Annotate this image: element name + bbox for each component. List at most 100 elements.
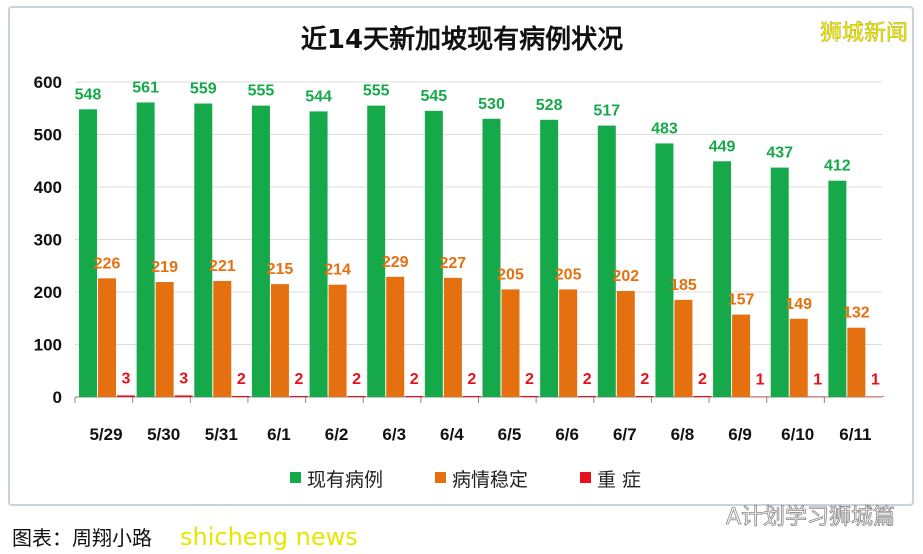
data-label: 149 bbox=[785, 296, 812, 313]
bar bbox=[559, 289, 578, 397]
data-label: 2 bbox=[237, 371, 246, 388]
legend-label: 重 症 bbox=[597, 469, 641, 491]
data-label: 132 bbox=[843, 305, 870, 322]
bar bbox=[405, 395, 424, 397]
data-label: 2 bbox=[583, 371, 592, 388]
bar bbox=[424, 110, 443, 397]
bar bbox=[540, 119, 559, 398]
data-label: 437 bbox=[766, 145, 793, 162]
data-label: 449 bbox=[709, 138, 736, 155]
bar bbox=[213, 280, 232, 397]
x-tick-label: 5/31 bbox=[205, 425, 238, 444]
data-label: 548 bbox=[75, 86, 102, 103]
data-label: 555 bbox=[248, 83, 275, 100]
bar bbox=[501, 289, 520, 397]
bar bbox=[174, 395, 193, 397]
bar bbox=[578, 395, 597, 397]
data-label: 555 bbox=[363, 83, 390, 100]
chart-title: 近14天新加坡现有病例状况 bbox=[301, 24, 623, 55]
bar bbox=[232, 395, 251, 397]
bar bbox=[347, 395, 366, 397]
bar bbox=[635, 395, 654, 397]
bar bbox=[789, 318, 808, 397]
data-label: 227 bbox=[440, 255, 467, 272]
legend-swatch bbox=[290, 472, 301, 483]
data-label: 2 bbox=[410, 371, 419, 388]
bar bbox=[828, 180, 847, 397]
bar bbox=[597, 125, 616, 397]
data-label: 2 bbox=[698, 371, 707, 388]
x-tick-label: 6/11 bbox=[839, 425, 871, 444]
bar bbox=[309, 111, 328, 398]
data-label: 561 bbox=[132, 79, 159, 96]
bar bbox=[270, 284, 289, 397]
data-label: 2 bbox=[294, 371, 303, 388]
y-tick-label: 400 bbox=[34, 178, 62, 197]
data-label: 1 bbox=[871, 371, 880, 388]
data-label: 226 bbox=[94, 255, 121, 272]
data-label: 1 bbox=[813, 371, 822, 388]
data-label: 559 bbox=[190, 81, 217, 98]
data-label: 229 bbox=[382, 254, 409, 271]
x-tick-label: 6/2 bbox=[325, 425, 349, 444]
data-label: 219 bbox=[151, 259, 178, 276]
x-tick-label: 6/4 bbox=[440, 425, 464, 444]
legend-swatch bbox=[580, 472, 591, 483]
data-label: 530 bbox=[478, 96, 505, 113]
bar bbox=[251, 105, 270, 397]
bar bbox=[194, 103, 213, 398]
y-tick-label: 100 bbox=[34, 336, 62, 355]
bar bbox=[770, 167, 789, 397]
legend-swatch bbox=[435, 472, 446, 483]
y-tick-label: 200 bbox=[34, 283, 62, 302]
data-label: 544 bbox=[305, 88, 332, 105]
bar bbox=[386, 276, 405, 397]
data-label: 2 bbox=[640, 371, 649, 388]
data-label: 412 bbox=[824, 158, 851, 175]
bar bbox=[520, 395, 539, 397]
watermark-bottom: shicheng news bbox=[180, 523, 358, 551]
watermark-top: 狮城新闻 bbox=[820, 21, 908, 46]
bar bbox=[482, 118, 501, 397]
chart-frame bbox=[8, 6, 914, 506]
source-text: 图表：周翔小路 bbox=[12, 526, 152, 550]
data-label: 214 bbox=[324, 262, 351, 279]
bar bbox=[674, 299, 693, 397]
bar bbox=[462, 395, 481, 397]
bar bbox=[328, 284, 347, 397]
x-tick-label: 5/29 bbox=[89, 425, 122, 444]
bar bbox=[616, 290, 635, 397]
x-tick-label: 6/3 bbox=[382, 425, 406, 444]
data-label: 545 bbox=[421, 88, 448, 105]
data-label: 528 bbox=[536, 97, 563, 114]
y-tick-label: 300 bbox=[34, 231, 62, 250]
data-label: 215 bbox=[267, 261, 294, 278]
bar bbox=[136, 102, 155, 397]
bar bbox=[117, 395, 135, 397]
bar bbox=[713, 161, 732, 397]
bar bbox=[79, 109, 97, 398]
y-tick-label: 500 bbox=[34, 126, 62, 145]
bar bbox=[693, 395, 712, 397]
x-tick-label: 5/30 bbox=[147, 425, 180, 444]
y-tick-label: 0 bbox=[53, 388, 62, 407]
data-label: 157 bbox=[728, 292, 755, 309]
data-label: 483 bbox=[651, 120, 678, 137]
y-tick-label: 600 bbox=[34, 73, 62, 92]
bar bbox=[808, 396, 827, 397]
bar bbox=[847, 327, 866, 397]
legend-label: 病情稳定 bbox=[452, 469, 528, 491]
x-tick-label: 6/6 bbox=[555, 425, 579, 444]
data-label: 2 bbox=[525, 371, 534, 388]
data-label: 2 bbox=[467, 371, 476, 388]
bar bbox=[443, 277, 462, 397]
wechat-watermark: A计划学习狮城篇 bbox=[726, 505, 895, 530]
data-label: 3 bbox=[122, 370, 131, 387]
data-label: 205 bbox=[497, 266, 524, 283]
bar bbox=[866, 396, 885, 397]
bar bbox=[367, 105, 386, 397]
x-tick-label: 6/8 bbox=[671, 425, 695, 444]
data-label: 205 bbox=[555, 266, 582, 283]
x-tick-label: 6/10 bbox=[781, 425, 814, 444]
x-tick-label: 6/9 bbox=[728, 425, 752, 444]
